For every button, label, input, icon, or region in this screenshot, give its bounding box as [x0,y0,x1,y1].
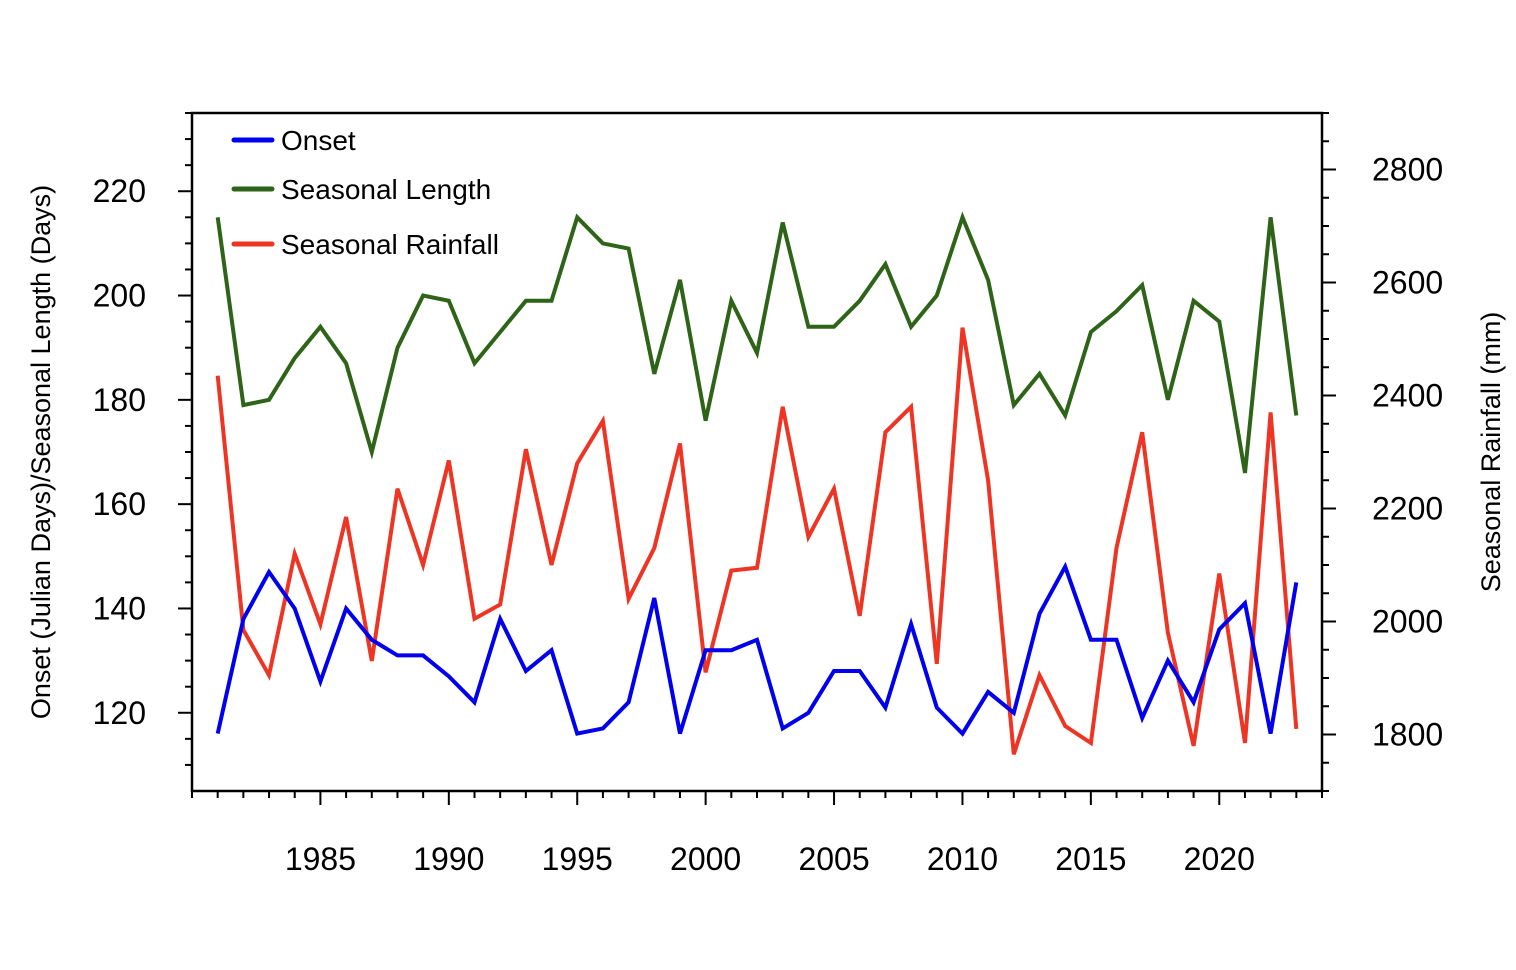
x-tick-label: 2000 [670,841,741,877]
legend: Onset Seasonal Length Seasonal Rainfall [231,125,499,260]
y-left-tick-label: 200 [93,278,146,314]
y-left-tick-label: 220 [93,173,146,209]
x-tick-label: 2020 [1184,841,1255,877]
y-left-tick-label: 140 [93,590,146,626]
legend-label-seasonal-rainfall: Seasonal Rainfall [281,229,499,260]
y-right-tick-label: 1800 [1372,717,1443,753]
y-right-tick-label: 2800 [1372,152,1443,188]
x-tick-label: 2015 [1055,841,1126,877]
x-axis: 1985 1990 1995 2000 2005 2010 2015 2020 [191,791,1323,877]
series-line-onset [215,561,1299,737]
y-right-tick-label: 2600 [1372,265,1443,301]
x-tick-label: 1990 [413,841,484,877]
right-y-axis: 1800 2000 2200 2400 2600 2800 [1322,112,1443,792]
legend-label-seasonal-length: Seasonal Length [281,174,491,205]
series-line-seasonal-length [215,211,1299,474]
x-tick-label: 1985 [285,841,356,877]
plot-frame [190,111,1324,793]
series-layer [215,211,1299,755]
x-tick-label: 2010 [927,841,998,877]
y-left-tick-label: 180 [93,382,146,418]
left-axis-title: Onset (Julian Days)/Seasonal Length (Day… [26,185,56,719]
right-axis-title: Seasonal Rainfall (mm) [1476,312,1506,593]
y-right-tick-label: 2400 [1372,378,1443,414]
y-right-tick-label: 2000 [1372,604,1443,640]
x-tick-label: 2005 [798,841,869,877]
y-left-tick-label: 120 [93,695,146,731]
legend-label-onset: Onset [281,125,356,156]
y-left-tick-label: 160 [93,486,146,522]
left-y-axis: 120 140 160 180 200 220 [93,112,192,766]
y-right-tick-label: 2200 [1372,491,1443,527]
series-line-seasonal-rainfall [215,327,1299,755]
x-tick-label: 1995 [542,841,613,877]
